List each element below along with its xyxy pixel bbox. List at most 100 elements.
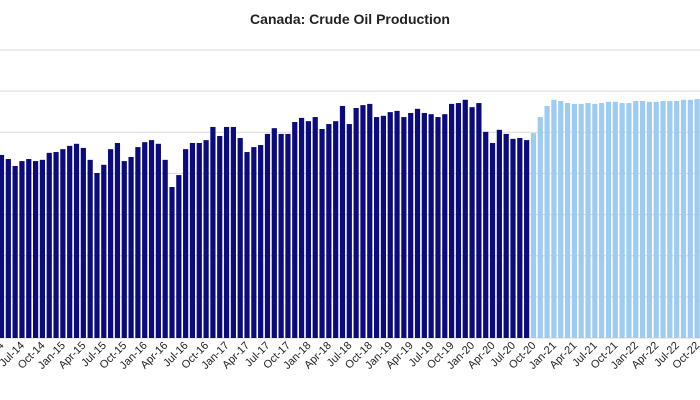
bar — [67, 145, 73, 338]
bar — [101, 164, 107, 338]
bar — [128, 156, 134, 338]
bar — [196, 142, 202, 338]
bar — [258, 145, 264, 338]
bar — [558, 101, 564, 338]
bar — [639, 101, 646, 338]
bar — [496, 129, 502, 338]
bar — [210, 126, 216, 339]
bar — [667, 101, 673, 338]
bar — [387, 112, 393, 338]
bar — [394, 110, 400, 339]
bar — [367, 103, 373, 338]
bar — [619, 103, 625, 339]
bar — [449, 103, 455, 338]
bar — [244, 152, 250, 338]
bar — [592, 103, 598, 338]
bar — [680, 99, 687, 338]
bar — [0, 154, 5, 338]
bar — [605, 101, 612, 338]
bar — [5, 159, 11, 338]
bar — [121, 161, 127, 338]
bar — [489, 142, 496, 338]
bar — [292, 122, 298, 338]
bar — [353, 108, 359, 338]
bar — [380, 115, 387, 338]
bar — [26, 159, 32, 338]
bar — [374, 117, 380, 338]
bar — [462, 99, 468, 338]
bar — [537, 117, 543, 338]
bar — [264, 133, 271, 338]
bar — [87, 159, 93, 338]
bar — [53, 152, 59, 338]
bar — [189, 142, 196, 338]
bar — [73, 143, 80, 338]
bar — [12, 166, 18, 338]
bar — [408, 112, 414, 338]
bar — [298, 117, 305, 338]
bar — [469, 107, 475, 338]
bar — [435, 117, 441, 338]
chart-title: Canada: Crude Oil Production — [250, 11, 450, 27]
bar — [564, 103, 571, 339]
bar — [169, 187, 175, 338]
bar — [230, 126, 236, 339]
bar — [278, 133, 284, 338]
bar — [687, 99, 693, 338]
bar — [80, 147, 86, 338]
bar — [674, 101, 680, 338]
bar — [694, 98, 700, 339]
bar — [517, 138, 523, 338]
bar — [319, 128, 325, 338]
bar — [414, 108, 421, 338]
bar — [626, 103, 632, 339]
bar — [571, 103, 577, 338]
bar — [333, 121, 339, 338]
bar — [223, 126, 230, 339]
bar — [183, 149, 189, 338]
bar — [633, 101, 639, 338]
bar — [612, 101, 618, 338]
bar — [237, 138, 243, 338]
bar — [510, 138, 516, 338]
bar — [108, 149, 114, 338]
bar — [339, 105, 346, 338]
bar — [455, 103, 462, 339]
bar — [162, 159, 168, 338]
bar — [599, 103, 605, 339]
bar — [60, 149, 66, 338]
bar — [33, 161, 39, 338]
bar — [585, 103, 591, 339]
bar — [114, 142, 121, 338]
bar — [135, 147, 141, 338]
bar — [326, 124, 332, 338]
bar — [217, 135, 223, 338]
bar — [646, 101, 652, 338]
bar — [578, 103, 584, 338]
bar — [271, 128, 277, 338]
bar — [544, 105, 550, 338]
bar — [428, 114, 434, 338]
bar — [312, 117, 318, 338]
bar — [94, 173, 100, 338]
bar — [524, 140, 530, 338]
bar — [285, 133, 291, 338]
bar — [148, 140, 155, 338]
bar — [346, 124, 352, 338]
bar — [251, 147, 257, 338]
bar — [476, 103, 482, 339]
bar — [176, 175, 182, 338]
bar — [401, 117, 407, 338]
bar — [530, 133, 537, 338]
bar — [421, 112, 427, 338]
bar — [503, 133, 509, 338]
bar — [551, 99, 557, 338]
bar — [305, 121, 311, 338]
bar — [660, 101, 666, 338]
bar — [483, 131, 489, 338]
bar — [155, 143, 161, 338]
bar — [46, 152, 52, 338]
bar — [39, 159, 46, 338]
bar — [203, 140, 209, 338]
